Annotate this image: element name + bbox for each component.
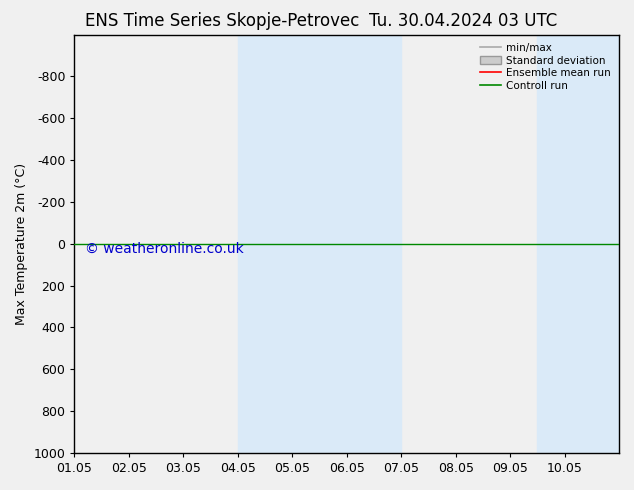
Bar xyxy=(538,35,619,453)
Bar xyxy=(238,35,401,453)
Y-axis label: Max Temperature 2m (°C): Max Temperature 2m (°C) xyxy=(15,163,28,325)
Text: Tu. 30.04.2024 03 UTC: Tu. 30.04.2024 03 UTC xyxy=(369,12,557,30)
Text: © weatheronline.co.uk: © weatheronline.co.uk xyxy=(86,242,244,256)
Text: ENS Time Series Skopje-Petrovec: ENS Time Series Skopje-Petrovec xyxy=(85,12,359,30)
Legend: min/max, Standard deviation, Ensemble mean run, Controll run: min/max, Standard deviation, Ensemble me… xyxy=(477,40,614,94)
